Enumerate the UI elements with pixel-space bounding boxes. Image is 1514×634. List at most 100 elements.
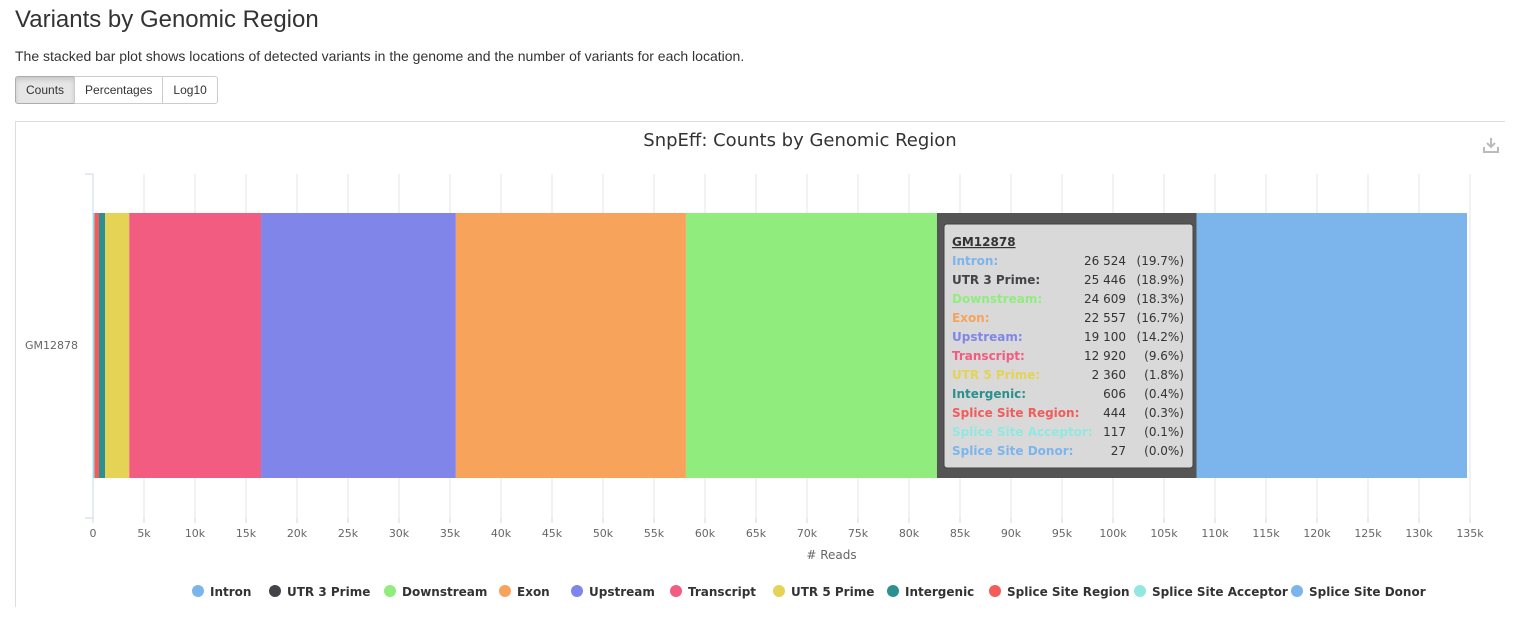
legend-marker-splice-site-acceptor (1134, 585, 1146, 597)
x-tick-label: 60k (695, 527, 716, 540)
bar-segment-exon (455, 213, 686, 478)
tooltip-label-splice-site-donor: Splice Site Donor: (952, 444, 1073, 458)
tooltip-label-intergenic: Intergenic: (952, 387, 1026, 401)
legend-item-exon[interactable]: Exon (499, 585, 550, 599)
legend-item-upstream[interactable]: Upstream (571, 585, 655, 599)
legend-label-splice-site-region: Splice Site Region (1007, 585, 1130, 599)
tooltip-box (943, 223, 1194, 469)
plot-type-toggle: Counts Percentages Log10 (15, 76, 218, 104)
tooltip-percent-downstream: (18.3%) (1137, 292, 1184, 306)
tooltip-value-intergenic: 606 (1103, 387, 1126, 401)
legend-label-upstream: Upstream (589, 585, 655, 599)
bar-segment-splice-site-donor (93, 213, 94, 478)
log10-button[interactable]: Log10 (162, 76, 218, 104)
tooltip-value-utr-5-prime: 2 360 (1092, 368, 1126, 382)
x-tick-label: 0 (90, 527, 97, 540)
tooltip-value-splice-site-region: 444 (1103, 406, 1126, 420)
x-tick-label: 110k (1201, 527, 1229, 540)
x-tick-label: 35k (440, 527, 461, 540)
percentages-button[interactable]: Percentages (74, 76, 164, 104)
legend-marker-intergenic (887, 585, 899, 597)
tooltip-label-splice-site-region: Splice Site Region: (952, 406, 1079, 420)
y-category-label: GM12878 (25, 339, 78, 352)
tooltip-percent-utr-3-prime: (18.9%) (1137, 273, 1184, 287)
bar-segment-upstream (261, 213, 456, 478)
tooltip-value-upstream: 19 100 (1084, 330, 1126, 344)
tooltip-value-splice-site-donor: 27 (1111, 444, 1126, 458)
x-tick-label: 50k (593, 527, 614, 540)
legend-item-utr-3-prime[interactable]: UTR 3 Prime (269, 585, 370, 599)
legend-item-transcript[interactable]: Transcript (670, 585, 756, 599)
chart-title: SnpEff: Counts by Genomic Region (643, 130, 956, 151)
legend-marker-transcript (670, 585, 682, 597)
tooltip-percent-upstream: (14.2%) (1137, 330, 1184, 344)
legend-marker-downstream (384, 585, 396, 597)
tooltip-label-utr-5-prime: UTR 5 Prime: (952, 368, 1040, 382)
x-tick-label: 55k (644, 527, 665, 540)
legend-marker-intron (192, 585, 204, 597)
x-tick-label: 85k (950, 527, 971, 540)
tooltip-label-downstream: Downstream: (952, 292, 1042, 306)
tooltip-label-intron: Intron: (952, 254, 998, 268)
x-tick-label: 15k (236, 527, 257, 540)
legend-label-intergenic: Intergenic (905, 585, 974, 599)
legend-label-downstream: Downstream (402, 585, 487, 599)
legend-item-splice-site-acceptor[interactable]: Splice Site Acceptor (1134, 585, 1288, 599)
legend-item-intron[interactable]: Intron (192, 585, 251, 599)
legend-item-splice-site-donor[interactable]: Splice Site Donor (1291, 585, 1426, 599)
bar-segment-utr-5-prime (105, 213, 130, 478)
legend-label-intron: Intron (210, 585, 251, 599)
legend-marker-utr-5-prime (773, 585, 785, 597)
x-tick-label: 65k (746, 527, 767, 540)
legend-item-downstream[interactable]: Downstream (384, 585, 487, 599)
bar-segment-downstream (685, 213, 937, 478)
tooltip-label-exon: Exon: (952, 311, 990, 325)
legend-item-utr-5-prime[interactable]: UTR 5 Prime (773, 585, 874, 599)
x-tick-label: 105k (1150, 527, 1178, 540)
x-tick-label: 125k (1354, 527, 1382, 540)
bar-segment-intron (1196, 213, 1468, 478)
x-tick-label: 25k (338, 527, 359, 540)
tooltip-label-utr-3-prime: UTR 3 Prime: (952, 273, 1040, 287)
tooltip-label-transcript: Transcript: (952, 349, 1025, 363)
x-tick-label: 120k (1303, 527, 1331, 540)
x-tick-label: 100k (1099, 527, 1127, 540)
bar-segment-splice-site-acceptor (93, 213, 95, 478)
download-icon[interactable] (1480, 134, 1502, 156)
x-tick-label: 75k (848, 527, 869, 540)
x-tick-label: 95k (1052, 527, 1073, 540)
tooltip-percent-transcript: (9.6%) (1144, 349, 1184, 363)
x-tick-label: 130k (1405, 527, 1433, 540)
legend-label-utr-5-prime: UTR 5 Prime (791, 585, 874, 599)
tooltip-percent-splice-site-donor: (0.0%) (1144, 444, 1184, 458)
page-description: The stacked bar plot shows locations of … (15, 48, 745, 64)
legend-item-splice-site-region[interactable]: Splice Site Region (989, 585, 1130, 599)
legend-label-exon: Exon (517, 585, 550, 599)
legend-marker-upstream (571, 585, 583, 597)
tooltip-value-exon: 22 557 (1084, 311, 1126, 325)
tooltip-percent-splice-site-region: (0.3%) (1144, 406, 1184, 420)
tooltip-label-upstream: Upstream: (952, 330, 1023, 344)
tooltip-percent-utr-5-prime: (1.8%) (1144, 368, 1184, 382)
page-title: Variants by Genomic Region (15, 6, 319, 33)
x-tick-label: 115k (1252, 527, 1280, 540)
x-tick-label: 20k (287, 527, 308, 540)
bar-segment-splice-site-region (94, 213, 99, 478)
tooltip-label-splice-site-acceptor: Splice Site Acceptor: (952, 425, 1093, 439)
x-tick-label: 30k (389, 527, 410, 540)
plot-container (15, 121, 1505, 607)
tooltip-percent-exon: (16.7%) (1137, 311, 1184, 325)
bar-segment-intergenic (98, 213, 106, 478)
bar-segment-transcript (129, 213, 262, 478)
tooltip-percent-intergenic: (0.4%) (1144, 387, 1184, 401)
x-tick-label: 80k (899, 527, 920, 540)
tooltip-value-splice-site-acceptor: 117 (1103, 425, 1126, 439)
legend-marker-splice-site-donor (1291, 585, 1303, 597)
x-tick-label: 70k (797, 527, 818, 540)
tooltip-percent-intron: (19.7%) (1137, 254, 1184, 268)
tooltip-value-intron: 26 524 (1084, 254, 1126, 268)
counts-button[interactable]: Counts (15, 76, 76, 104)
legend-item-intergenic[interactable]: Intergenic (887, 585, 974, 599)
tooltip-percent-splice-site-acceptor: (0.1%) (1144, 425, 1184, 439)
